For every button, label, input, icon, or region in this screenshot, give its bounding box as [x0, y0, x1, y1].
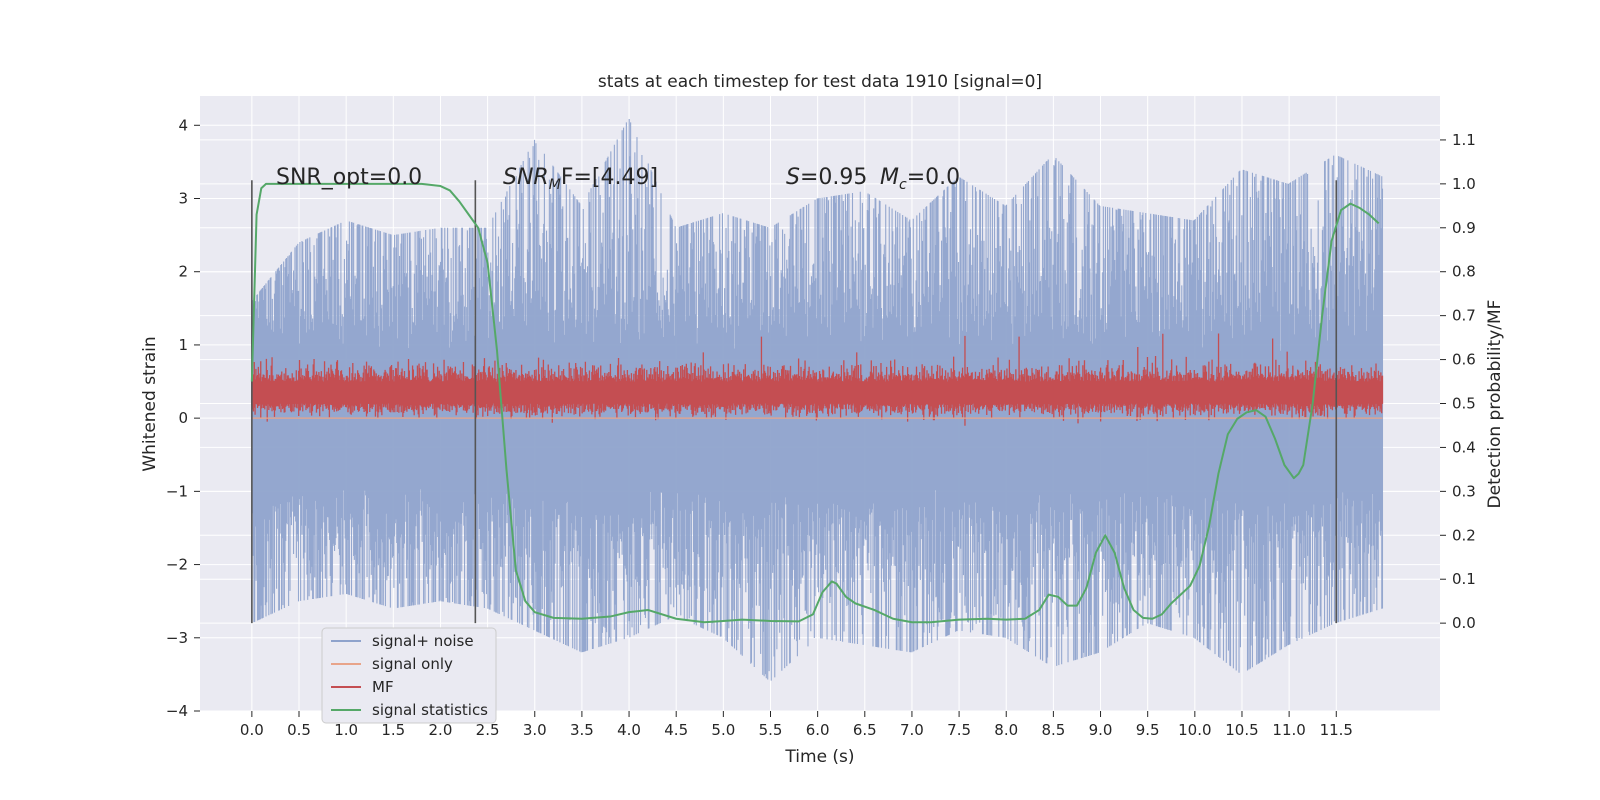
x-axis-label: Time (s): [784, 747, 854, 767]
x-tick-label: 3.0: [523, 721, 547, 739]
y2-tick-label: 0.4: [1452, 438, 1476, 456]
y2-tick-label: 0.3: [1452, 482, 1476, 500]
x-tick-label: 3.5: [570, 721, 594, 739]
mc-value: =0.0: [907, 165, 960, 190]
y-axis-label: Whitened strain: [140, 336, 160, 471]
mc-sub: c: [899, 177, 907, 193]
y-tick-label: −4: [166, 702, 188, 720]
snr-mf-prefix: SNR: [503, 165, 549, 190]
y-tick-label: −1: [166, 482, 188, 500]
y2-tick-label: 0.8: [1452, 263, 1476, 281]
legend: signal+ noise signal only MF signal stat…: [321, 627, 497, 724]
x-tick-label: 1.0: [334, 721, 358, 739]
x-tick-label: 10.0: [1178, 721, 1211, 739]
signal-statistics-series: [250, 182, 1380, 624]
x-tick-label: 2.0: [429, 721, 453, 739]
x-tick-label: 4.0: [617, 721, 641, 739]
y-tick-label: 1: [178, 336, 188, 354]
y-tick-label: −3: [166, 629, 188, 647]
x-tick-label: 9.5: [1136, 721, 1160, 739]
snr-mf-suffix: F=[4.49]: [561, 165, 658, 190]
y2-tick-label: 0.1: [1452, 570, 1476, 588]
x-tick-label: 5.0: [711, 721, 735, 739]
s-label: S: [786, 165, 800, 190]
x-tick-label: 4.5: [664, 721, 688, 739]
x-tick-label: 10.5: [1225, 721, 1258, 739]
annotations: SNR_opt=0.0 SNRMF=[4.49] S=0.95 Mc=0.0: [276, 165, 960, 193]
y2-tick-label: 0.6: [1452, 351, 1476, 369]
x-tick-label: 8.5: [1041, 721, 1065, 739]
s-annotation: S=0.95: [786, 165, 867, 190]
y-ticks: −4 −3 −2 −1 0 1 2 3 4: [166, 116, 200, 720]
snr-mf-annotation: SNRMF=[4.49]: [503, 165, 658, 193]
x-tick-label: 7.5: [947, 721, 971, 739]
x-tick-label: 0.5: [287, 721, 311, 739]
x-tick-label: 11.0: [1272, 721, 1305, 739]
snr-opt-annotation: SNR_opt=0.0: [276, 165, 422, 190]
y2-tick-label: 0.0: [1452, 614, 1476, 632]
mc-annotation: Mc=0.0: [880, 165, 960, 193]
y2-tick-label: 0.5: [1452, 395, 1476, 413]
s-value: =0.95: [800, 165, 867, 190]
legend-box: [321, 627, 497, 724]
y2-axis-label: Detection probability/MF: [1485, 300, 1505, 509]
y-tick-label: 3: [178, 190, 188, 208]
y-tick-label: 2: [178, 263, 188, 281]
x-tick-label: 0.0: [240, 721, 264, 739]
mc-label: M: [880, 165, 899, 190]
vertical-markers: [251, 180, 1338, 624]
y2-tick-label: 1.0: [1452, 175, 1476, 193]
y2-tick-label: 0.2: [1452, 526, 1476, 544]
y2-tick-label: 1.1: [1452, 131, 1476, 149]
snr-mf-sub: M: [549, 177, 561, 193]
x-tick-label: 7.0: [900, 721, 924, 739]
legend-label-signal-statistics: signal statistics: [372, 701, 488, 719]
x-tick-label: 6.0: [806, 721, 830, 739]
legend-label-signal-noise: signal+ noise: [372, 632, 474, 650]
y-tick-label: 4: [178, 116, 188, 134]
chart-title: stats at each timestep for test data 191…: [598, 72, 1042, 92]
legend-label-mf: MF: [372, 678, 394, 696]
y2-tick-label: 0.7: [1452, 307, 1476, 325]
x-tick-label: 6.5: [853, 721, 877, 739]
x-ticks: 0.0 0.5 1.0 1.5 2.0 2.5 3.0 3.5 4.0 4.5 5.0 5.5 6.0 6…: [240, 711, 1353, 739]
legend-label-signal-only: signal only: [372, 655, 453, 673]
y-tick-label: 0: [178, 409, 188, 427]
x-tick-label: 5.5: [759, 721, 783, 739]
x-tick-label: 9.0: [1089, 721, 1113, 739]
y2-ticks: 0.0 0.1 0.2 0.3 0.4 0.5 0.6 0.7 0.8 0.9 1.0 1.1: [1440, 131, 1476, 632]
signal-statistics-line: [250, 182, 1380, 624]
x-tick-label: 1.5: [381, 721, 405, 739]
y-tick-label: −2: [166, 556, 188, 574]
x-tick-label: 2.5: [476, 721, 500, 739]
x-tick-label: 11.5: [1320, 721, 1353, 739]
y2-tick-label: 0.9: [1452, 219, 1476, 237]
x-tick-label: 8.0: [994, 721, 1018, 739]
